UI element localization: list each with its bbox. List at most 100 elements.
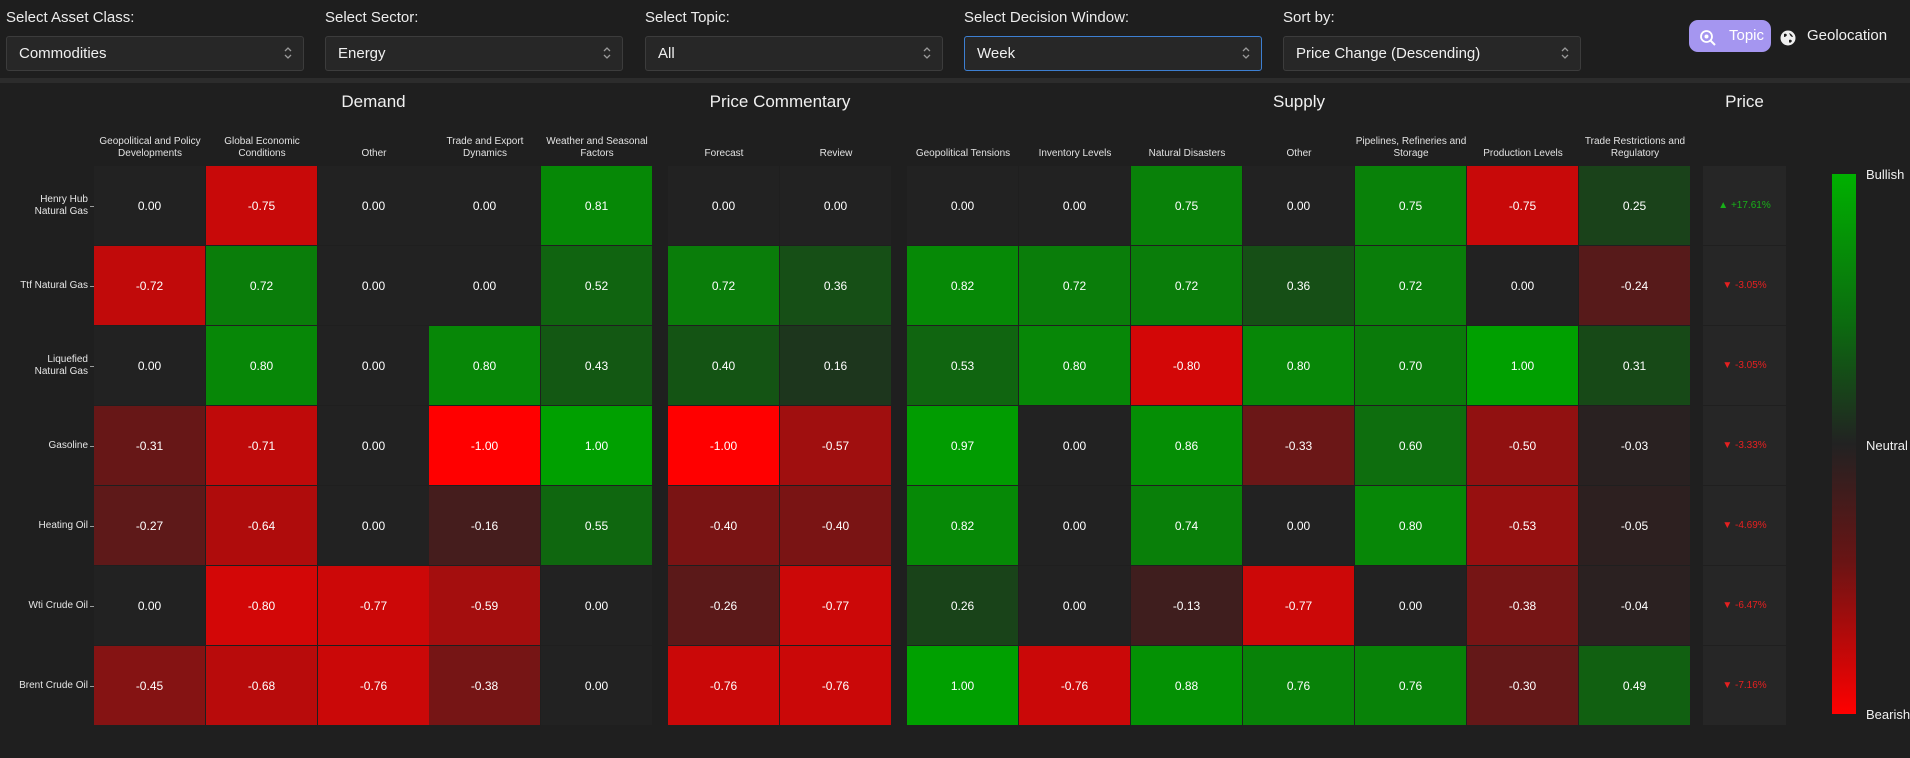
heatmap-cell[interactable]: -0.80 <box>1131 326 1243 406</box>
heatmap-cell[interactable]: -0.05 <box>1579 486 1691 566</box>
heatmap-cell[interactable]: 0.49 <box>1579 646 1691 726</box>
heatmap-cell[interactable]: 0.70 <box>1355 326 1467 406</box>
heatmap-cell[interactable]: -0.26 <box>668 566 780 646</box>
heatmap-cell[interactable]: -0.04 <box>1579 566 1691 646</box>
sort-by-select[interactable]: Price Change (Descending) <box>1283 36 1581 71</box>
heatmap-cell[interactable]: -0.72 <box>94 246 206 326</box>
heatmap-cell[interactable]: -0.38 <box>429 646 541 726</box>
heatmap-cell[interactable]: 0.00 <box>1019 166 1131 246</box>
heatmap-cell[interactable]: 0.36 <box>780 246 892 326</box>
heatmap-cell[interactable]: 0.00 <box>541 646 653 726</box>
heatmap-cell[interactable]: 0.72 <box>1355 246 1467 326</box>
heatmap-cell[interactable]: 0.80 <box>1019 326 1131 406</box>
heatmap-cell[interactable]: -0.77 <box>318 566 430 646</box>
sector-select[interactable]: Energy <box>325 36 623 71</box>
heatmap-cell[interactable]: -0.76 <box>1019 646 1131 726</box>
heatmap-cell[interactable]: 0.00 <box>1019 566 1131 646</box>
heatmap-cell[interactable]: 0.88 <box>1131 646 1243 726</box>
heatmap-cell[interactable]: 0.74 <box>1131 486 1243 566</box>
heatmap-cell[interactable]: -0.53 <box>1467 486 1579 566</box>
heatmap-cell[interactable]: -1.00 <box>429 406 541 486</box>
heatmap-cell[interactable]: 0.76 <box>1355 646 1467 726</box>
heatmap-cell[interactable]: 0.75 <box>1355 166 1467 246</box>
heatmap-cell[interactable]: -0.76 <box>668 646 780 726</box>
heatmap-cell[interactable]: -0.50 <box>1467 406 1579 486</box>
heatmap-cell[interactable]: 0.00 <box>1019 486 1131 566</box>
heatmap-cell[interactable]: 1.00 <box>541 406 653 486</box>
heatmap-cell[interactable]: 0.26 <box>907 566 1019 646</box>
heatmap-cell[interactable]: -0.77 <box>1243 566 1355 646</box>
heatmap-cell[interactable]: 0.00 <box>429 246 541 326</box>
heatmap-cell[interactable]: 0.82 <box>907 486 1019 566</box>
heatmap-cell[interactable]: -0.57 <box>780 406 892 486</box>
heatmap-cell[interactable]: 0.00 <box>94 566 206 646</box>
heatmap-cell[interactable]: -0.59 <box>429 566 541 646</box>
heatmap-cell[interactable]: 1.00 <box>1467 326 1579 406</box>
heatmap-cell[interactable]: 0.97 <box>907 406 1019 486</box>
heatmap-cell[interactable]: -0.31 <box>94 406 206 486</box>
heatmap-cell[interactable]: -0.76 <box>318 646 430 726</box>
topic-select[interactable]: All <box>645 36 943 71</box>
heatmap-cell[interactable]: 0.00 <box>780 166 892 246</box>
heatmap-cell[interactable]: 1.00 <box>907 646 1019 726</box>
heatmap-cell[interactable]: 0.43 <box>541 326 653 406</box>
heatmap-cell[interactable]: -0.33 <box>1243 406 1355 486</box>
heatmap-cell[interactable]: -0.38 <box>1467 566 1579 646</box>
heatmap-cell[interactable]: 0.80 <box>429 326 541 406</box>
heatmap-cell[interactable]: 0.75 <box>1131 166 1243 246</box>
heatmap-cell[interactable]: 0.86 <box>1131 406 1243 486</box>
heatmap-cell[interactable]: 0.00 <box>94 166 206 246</box>
decision-window-select[interactable]: Week <box>964 36 1262 71</box>
heatmap-cell[interactable]: 0.81 <box>541 166 653 246</box>
heatmap-cell[interactable]: -0.71 <box>206 406 318 486</box>
heatmap-cell[interactable]: -0.45 <box>94 646 206 726</box>
heatmap-cell[interactable]: -0.77 <box>780 566 892 646</box>
heatmap-cell[interactable]: 0.36 <box>1243 246 1355 326</box>
heatmap-cell[interactable]: 0.60 <box>1355 406 1467 486</box>
heatmap-cell[interactable]: -0.27 <box>94 486 206 566</box>
heatmap-cell[interactable]: 0.00 <box>429 166 541 246</box>
heatmap-cell[interactable]: 0.52 <box>541 246 653 326</box>
asset-class-select[interactable]: Commodities <box>6 36 304 71</box>
heatmap-cell[interactable]: 0.00 <box>318 406 430 486</box>
heatmap-cell[interactable]: 0.40 <box>668 326 780 406</box>
heatmap-cell[interactable]: 0.82 <box>907 246 1019 326</box>
heatmap-cell[interactable]: -0.40 <box>780 486 892 566</box>
heatmap-cell[interactable]: -0.24 <box>1579 246 1691 326</box>
heatmap-cell[interactable]: 0.00 <box>318 166 430 246</box>
heatmap-cell[interactable]: 0.16 <box>780 326 892 406</box>
heatmap-cell[interactable]: -0.30 <box>1467 646 1579 726</box>
heatmap-cell[interactable]: -0.03 <box>1579 406 1691 486</box>
heatmap-cell[interactable]: 0.00 <box>94 326 206 406</box>
heatmap-cell[interactable]: 0.72 <box>1131 246 1243 326</box>
heatmap-cell[interactable]: 0.72 <box>668 246 780 326</box>
heatmap-cell[interactable]: 0.00 <box>1019 406 1131 486</box>
heatmap-cell[interactable]: 0.31 <box>1579 326 1691 406</box>
heatmap-cell[interactable]: 0.00 <box>318 326 430 406</box>
heatmap-cell[interactable]: 0.00 <box>1243 166 1355 246</box>
heatmap-cell[interactable]: -0.80 <box>206 566 318 646</box>
heatmap-cell[interactable]: 0.00 <box>907 166 1019 246</box>
heatmap-cell[interactable]: 0.72 <box>1019 246 1131 326</box>
heatmap-cell[interactable]: 0.00 <box>1467 246 1579 326</box>
heatmap-cell[interactable]: -0.75 <box>1467 166 1579 246</box>
heatmap-cell[interactable]: -0.40 <box>668 486 780 566</box>
heatmap-cell[interactable]: 0.53 <box>907 326 1019 406</box>
heatmap-cell[interactable]: -0.76 <box>780 646 892 726</box>
heatmap-cell[interactable]: -0.13 <box>1131 566 1243 646</box>
heatmap-cell[interactable]: 0.80 <box>206 326 318 406</box>
heatmap-cell[interactable]: -0.64 <box>206 486 318 566</box>
heatmap-cell[interactable]: -1.00 <box>668 406 780 486</box>
heatmap-cell[interactable]: 0.00 <box>318 486 430 566</box>
heatmap-cell[interactable]: 0.00 <box>318 246 430 326</box>
heatmap-cell[interactable]: 0.80 <box>1355 486 1467 566</box>
heatmap-cell[interactable]: 0.00 <box>1355 566 1467 646</box>
heatmap-cell[interactable]: 0.76 <box>1243 646 1355 726</box>
heatmap-cell[interactable]: -0.68 <box>206 646 318 726</box>
geolocation-toggle-button[interactable]: Geolocation <box>1779 20 1899 52</box>
heatmap-cell[interactable]: 0.00 <box>541 566 653 646</box>
heatmap-cell[interactable]: 0.25 <box>1579 166 1691 246</box>
heatmap-cell[interactable]: 0.80 <box>1243 326 1355 406</box>
topic-toggle-button[interactable]: Topic <box>1689 20 1771 52</box>
heatmap-cell[interactable]: 0.55 <box>541 486 653 566</box>
